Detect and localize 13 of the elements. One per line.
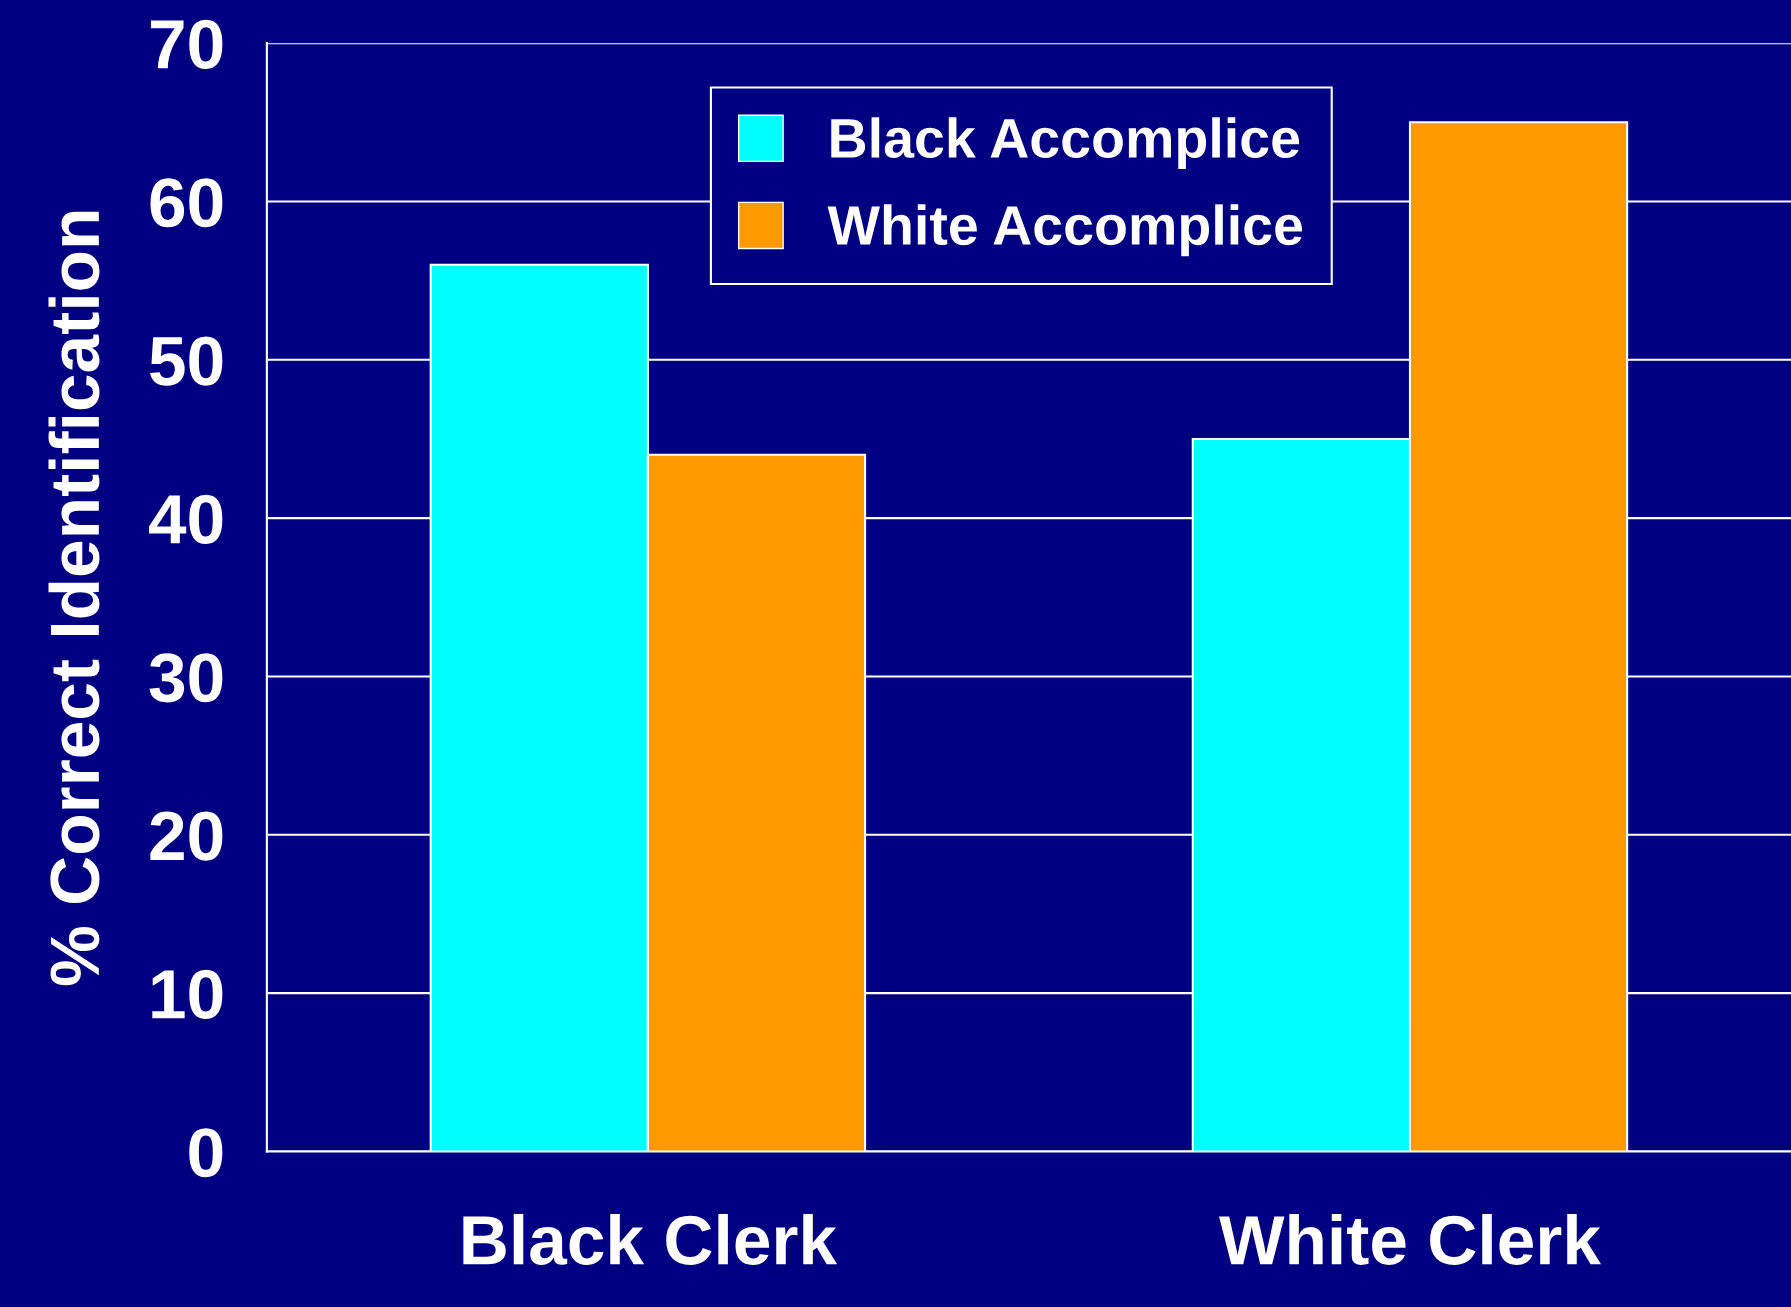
legend-label: Black Accomplice bbox=[831, 117, 1300, 170]
y-tick-label: 70 bbox=[150, 19, 223, 69]
y-tick-label: 10 bbox=[152, 969, 223, 1019]
y-axis-title: % Correct Identification bbox=[48, 211, 100, 986]
y-tick-label: 0 bbox=[189, 1128, 223, 1178]
x-tick-label: White Clerk bbox=[1219, 1213, 1602, 1265]
x-tick-label: Black Clerk bbox=[463, 1213, 838, 1265]
y-tick-label: 60 bbox=[150, 178, 223, 228]
y-tick-label: 40 bbox=[149, 494, 223, 544]
y-tick-label: 30 bbox=[149, 653, 223, 703]
y-tick-label: 50 bbox=[150, 336, 223, 386]
legend-label: White Accomplice bbox=[827, 204, 1303, 257]
y-tick-label: 20 bbox=[150, 811, 223, 861]
